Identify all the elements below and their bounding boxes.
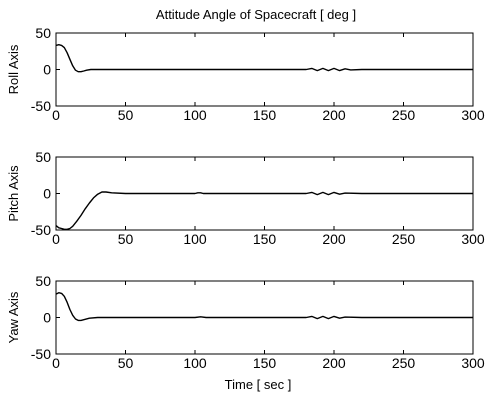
yaw-xtick-label: 300 [461,355,485,371]
roll-xtick-label: 250 [392,107,416,123]
roll-xtick-label: 50 [118,107,134,123]
pitch-xtick-label: 50 [118,231,134,247]
pitch-xtick-label: 300 [461,231,485,247]
pitch-ytick-label: -50 [31,222,51,238]
pitch-ytick-label: 50 [35,149,51,165]
pitch-xtick-label: 150 [253,231,277,247]
x-axis-label: Time [ sec ] [225,377,292,392]
roll-xtick-label: 0 [52,107,60,123]
yaw-y-axis-label: Yaw Axis [6,291,21,343]
roll-ytick-label: 0 [43,62,51,78]
roll-ytick-label: -50 [31,98,51,114]
yaw-xtick-label: 100 [183,355,207,371]
roll-ytick-label: 50 [35,25,51,41]
pitch-y-axis-label: Pitch Axis [6,165,21,222]
pitch-xtick-label: 100 [183,231,207,247]
yaw-ytick-label: 50 [35,273,51,289]
roll-xtick-label: 100 [183,107,207,123]
roll-xtick-label: 200 [322,107,346,123]
pitch-xtick-label: 200 [322,231,346,247]
roll-xtick-label: 150 [253,107,277,123]
yaw-xtick-label: 200 [322,355,346,371]
yaw-xtick-label: 0 [52,355,60,371]
yaw-xtick-label: 250 [392,355,416,371]
figure-title: Attitude Angle of Spacecraft [ deg ] [156,7,356,22]
yaw-ytick-label: 0 [43,310,51,326]
pitch-xtick-label: 250 [392,231,416,247]
yaw-xtick-label: 150 [253,355,277,371]
yaw-xtick-label: 50 [118,355,134,371]
roll-y-axis-label: Roll Axis [6,44,21,94]
yaw-ytick-label: -50 [31,346,51,362]
pitch-series-line [55,191,473,230]
pitch-xtick-label: 0 [52,231,60,247]
yaw-series-line [55,292,473,322]
roll-series-line [55,44,473,73]
roll-xtick-label: 300 [461,107,485,123]
pitch-ytick-label: 0 [43,186,51,202]
